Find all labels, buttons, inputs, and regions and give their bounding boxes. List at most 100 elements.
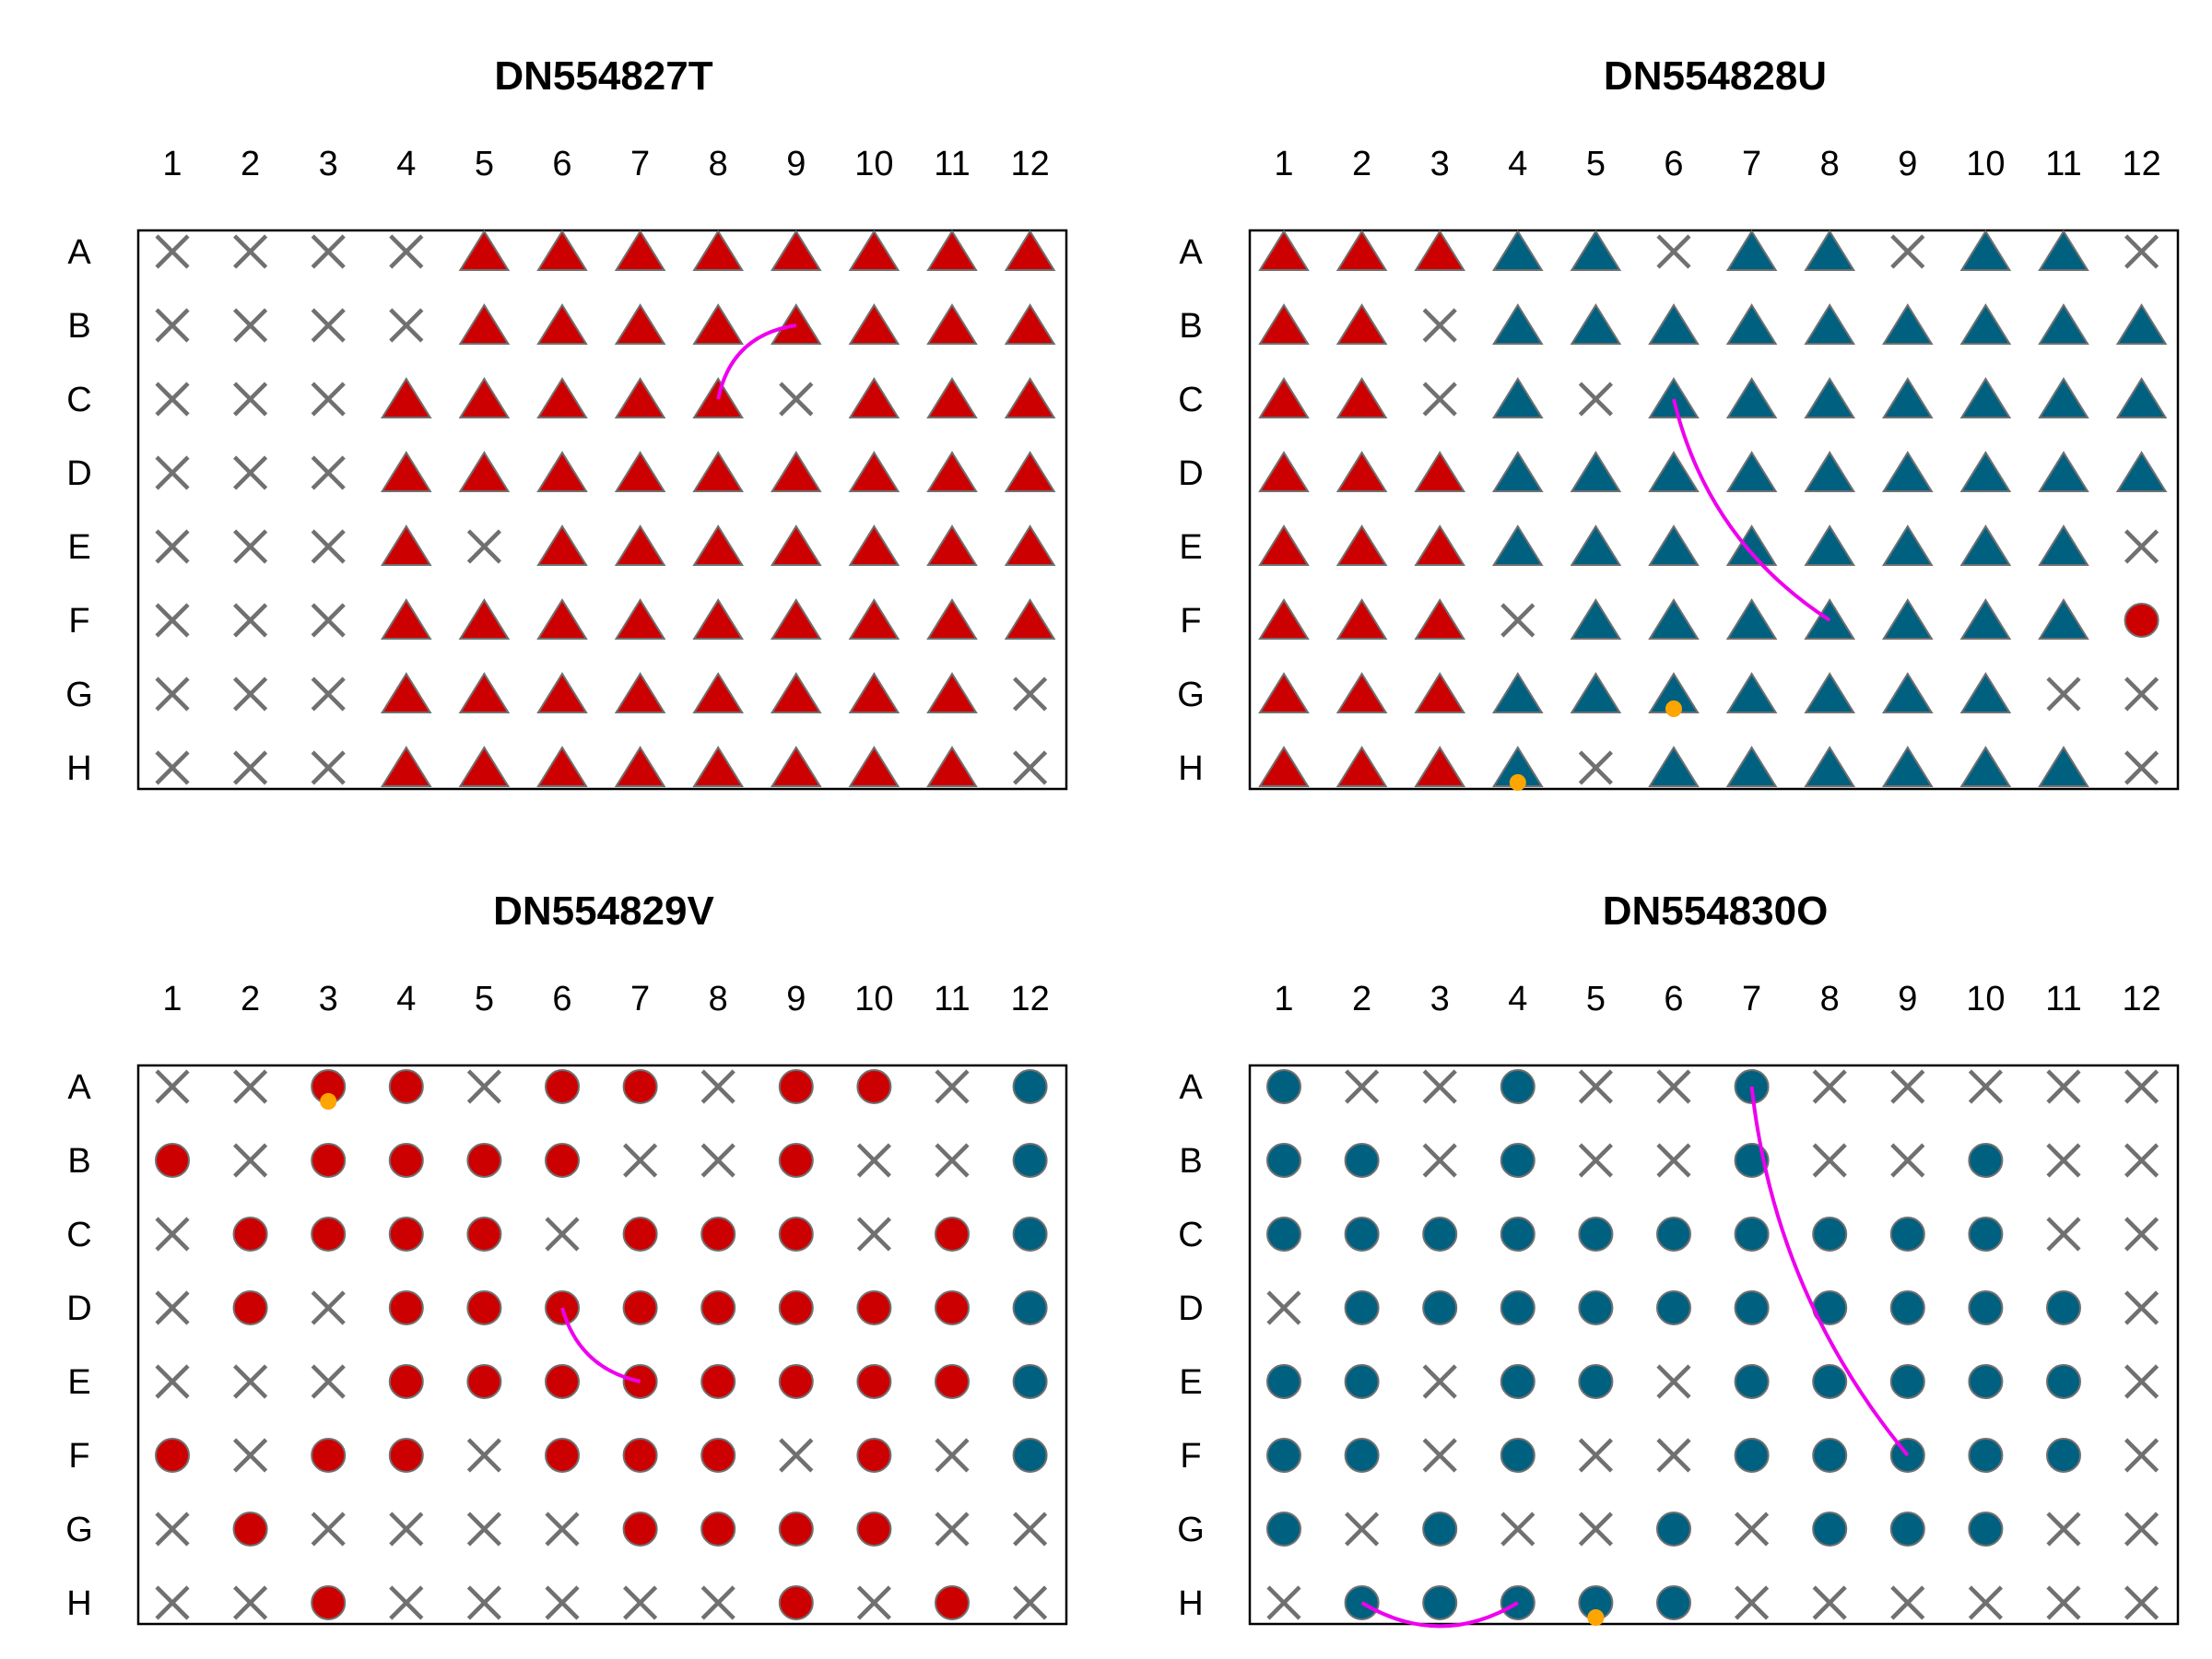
empty-well-cross: [1890, 1143, 1925, 1178]
triangle-well-marker: [1804, 746, 1855, 787]
circle-well-marker: [1012, 1364, 1048, 1399]
empty-well-cross: [311, 750, 346, 785]
triangle-well-marker: [1004, 598, 1056, 640]
triangle-well-marker: [1725, 451, 1778, 492]
column-label: 9: [1898, 145, 1917, 183]
triangle-well-marker: [1959, 672, 2012, 713]
empty-well-cross: [1735, 1585, 1770, 1620]
triangle-well-marker: [1882, 377, 1934, 418]
column-label: 3: [1430, 980, 1450, 1018]
plate-frame: [1248, 1064, 2180, 1626]
triangle-well-marker: [614, 672, 666, 713]
column-label: 1: [162, 980, 182, 1018]
empty-well-cross: [545, 1512, 580, 1547]
empty-well-cross: [623, 1585, 658, 1620]
empty-well-cross: [1422, 1069, 1457, 1104]
triangle-well-marker: [1258, 377, 1310, 418]
circle-well-marker: [935, 1585, 970, 1620]
highlight-dot: [1665, 700, 1682, 717]
empty-well-cross: [311, 455, 346, 490]
triangle-well-marker: [1725, 524, 1778, 566]
empty-well-cross: [1422, 1143, 1457, 1178]
triangle-well-marker: [1804, 303, 1855, 345]
triangle-well-marker: [536, 672, 588, 713]
triangle-well-marker: [1648, 598, 1700, 640]
row-label: H: [66, 1584, 91, 1623]
row-label: G: [1177, 1511, 1205, 1549]
triangle-well-marker: [926, 229, 978, 271]
column-label: 2: [1352, 145, 1371, 183]
column-label: 11: [934, 145, 970, 183]
empty-well-cross: [1656, 1143, 1691, 1178]
empty-well-cross: [1890, 1585, 1925, 1620]
triangle-well-marker: [1570, 672, 1622, 713]
empty-well-cross: [155, 1217, 190, 1252]
empty-well-cross: [856, 1217, 891, 1252]
circle-well-marker: [311, 1143, 347, 1178]
circle-well-marker: [545, 1438, 580, 1473]
circle-well-marker: [1968, 1438, 2004, 1473]
triangle-well-marker: [692, 303, 744, 345]
circle-well-marker: [1344, 1364, 1380, 1399]
circle-well-marker: [2124, 603, 2159, 638]
triangle-well-marker: [1804, 451, 1855, 492]
row-label: D: [1178, 1289, 1203, 1328]
column-label: 4: [1508, 145, 1527, 183]
plate-title: DN554828U: [1604, 53, 1827, 99]
column-label: 6: [552, 980, 571, 1018]
triangle-well-marker: [1414, 451, 1465, 492]
empty-well-cross: [311, 382, 346, 417]
circle-well-marker: [1500, 1290, 1535, 1325]
empty-well-cross: [856, 1585, 891, 1620]
triangle-well-marker: [2038, 746, 2089, 787]
triangle-well-marker: [381, 451, 432, 492]
empty-well-cross: [2046, 1585, 2081, 1620]
circle-well-marker: [1812, 1438, 1848, 1473]
column-label: 12: [2122, 980, 2160, 1018]
empty-well-cross: [1578, 750, 1613, 785]
triangle-well-marker: [614, 524, 666, 566]
highlight-dot: [320, 1093, 337, 1110]
column-label: 8: [709, 145, 728, 183]
empty-well-cross: [2124, 1512, 2159, 1547]
empty-well-cross: [1422, 1438, 1457, 1473]
row-label: H: [1178, 749, 1203, 788]
circle-well-marker: [700, 1217, 736, 1252]
triangle-well-marker: [1335, 303, 1388, 345]
empty-well-cross: [1422, 382, 1457, 417]
triangle-well-marker: [1570, 524, 1622, 566]
triangle-well-marker: [1335, 672, 1388, 713]
triangle-well-marker: [1335, 524, 1388, 566]
empty-well-cross: [1578, 1069, 1613, 1104]
triangle-well-marker: [926, 524, 978, 566]
circle-well-marker: [1266, 1143, 1301, 1178]
triangle-well-marker: [1725, 377, 1778, 418]
circle-well-marker: [311, 1585, 347, 1620]
triangle-well-marker: [536, 229, 588, 271]
circle-well-marker: [232, 1290, 268, 1325]
circle-well-marker: [1500, 1585, 1535, 1620]
triangle-well-marker: [381, 377, 432, 418]
column-label: 9: [786, 145, 806, 183]
circle-well-marker: [1344, 1585, 1380, 1620]
column-label: 11: [2045, 145, 2081, 183]
circle-well-marker: [1578, 1290, 1614, 1325]
empty-well-cross: [1345, 1069, 1380, 1104]
transfer-path-curve: [560, 1307, 641, 1383]
empty-well-cross: [233, 455, 268, 490]
empty-well-cross: [1345, 1512, 1380, 1547]
circle-well-marker: [778, 1512, 814, 1547]
circle-well-marker: [545, 1069, 580, 1104]
empty-well-cross: [2046, 1217, 2081, 1252]
circle-well-marker: [388, 1364, 424, 1399]
row-label: F: [68, 602, 89, 641]
row-label: A: [1179, 233, 1203, 272]
empty-well-cross: [2124, 1438, 2159, 1473]
row-label: D: [66, 454, 91, 493]
column-label: 3: [319, 980, 338, 1018]
triangle-well-marker: [2115, 451, 2168, 492]
triangle-well-marker: [1725, 746, 1778, 787]
column-label: 9: [786, 980, 806, 1018]
